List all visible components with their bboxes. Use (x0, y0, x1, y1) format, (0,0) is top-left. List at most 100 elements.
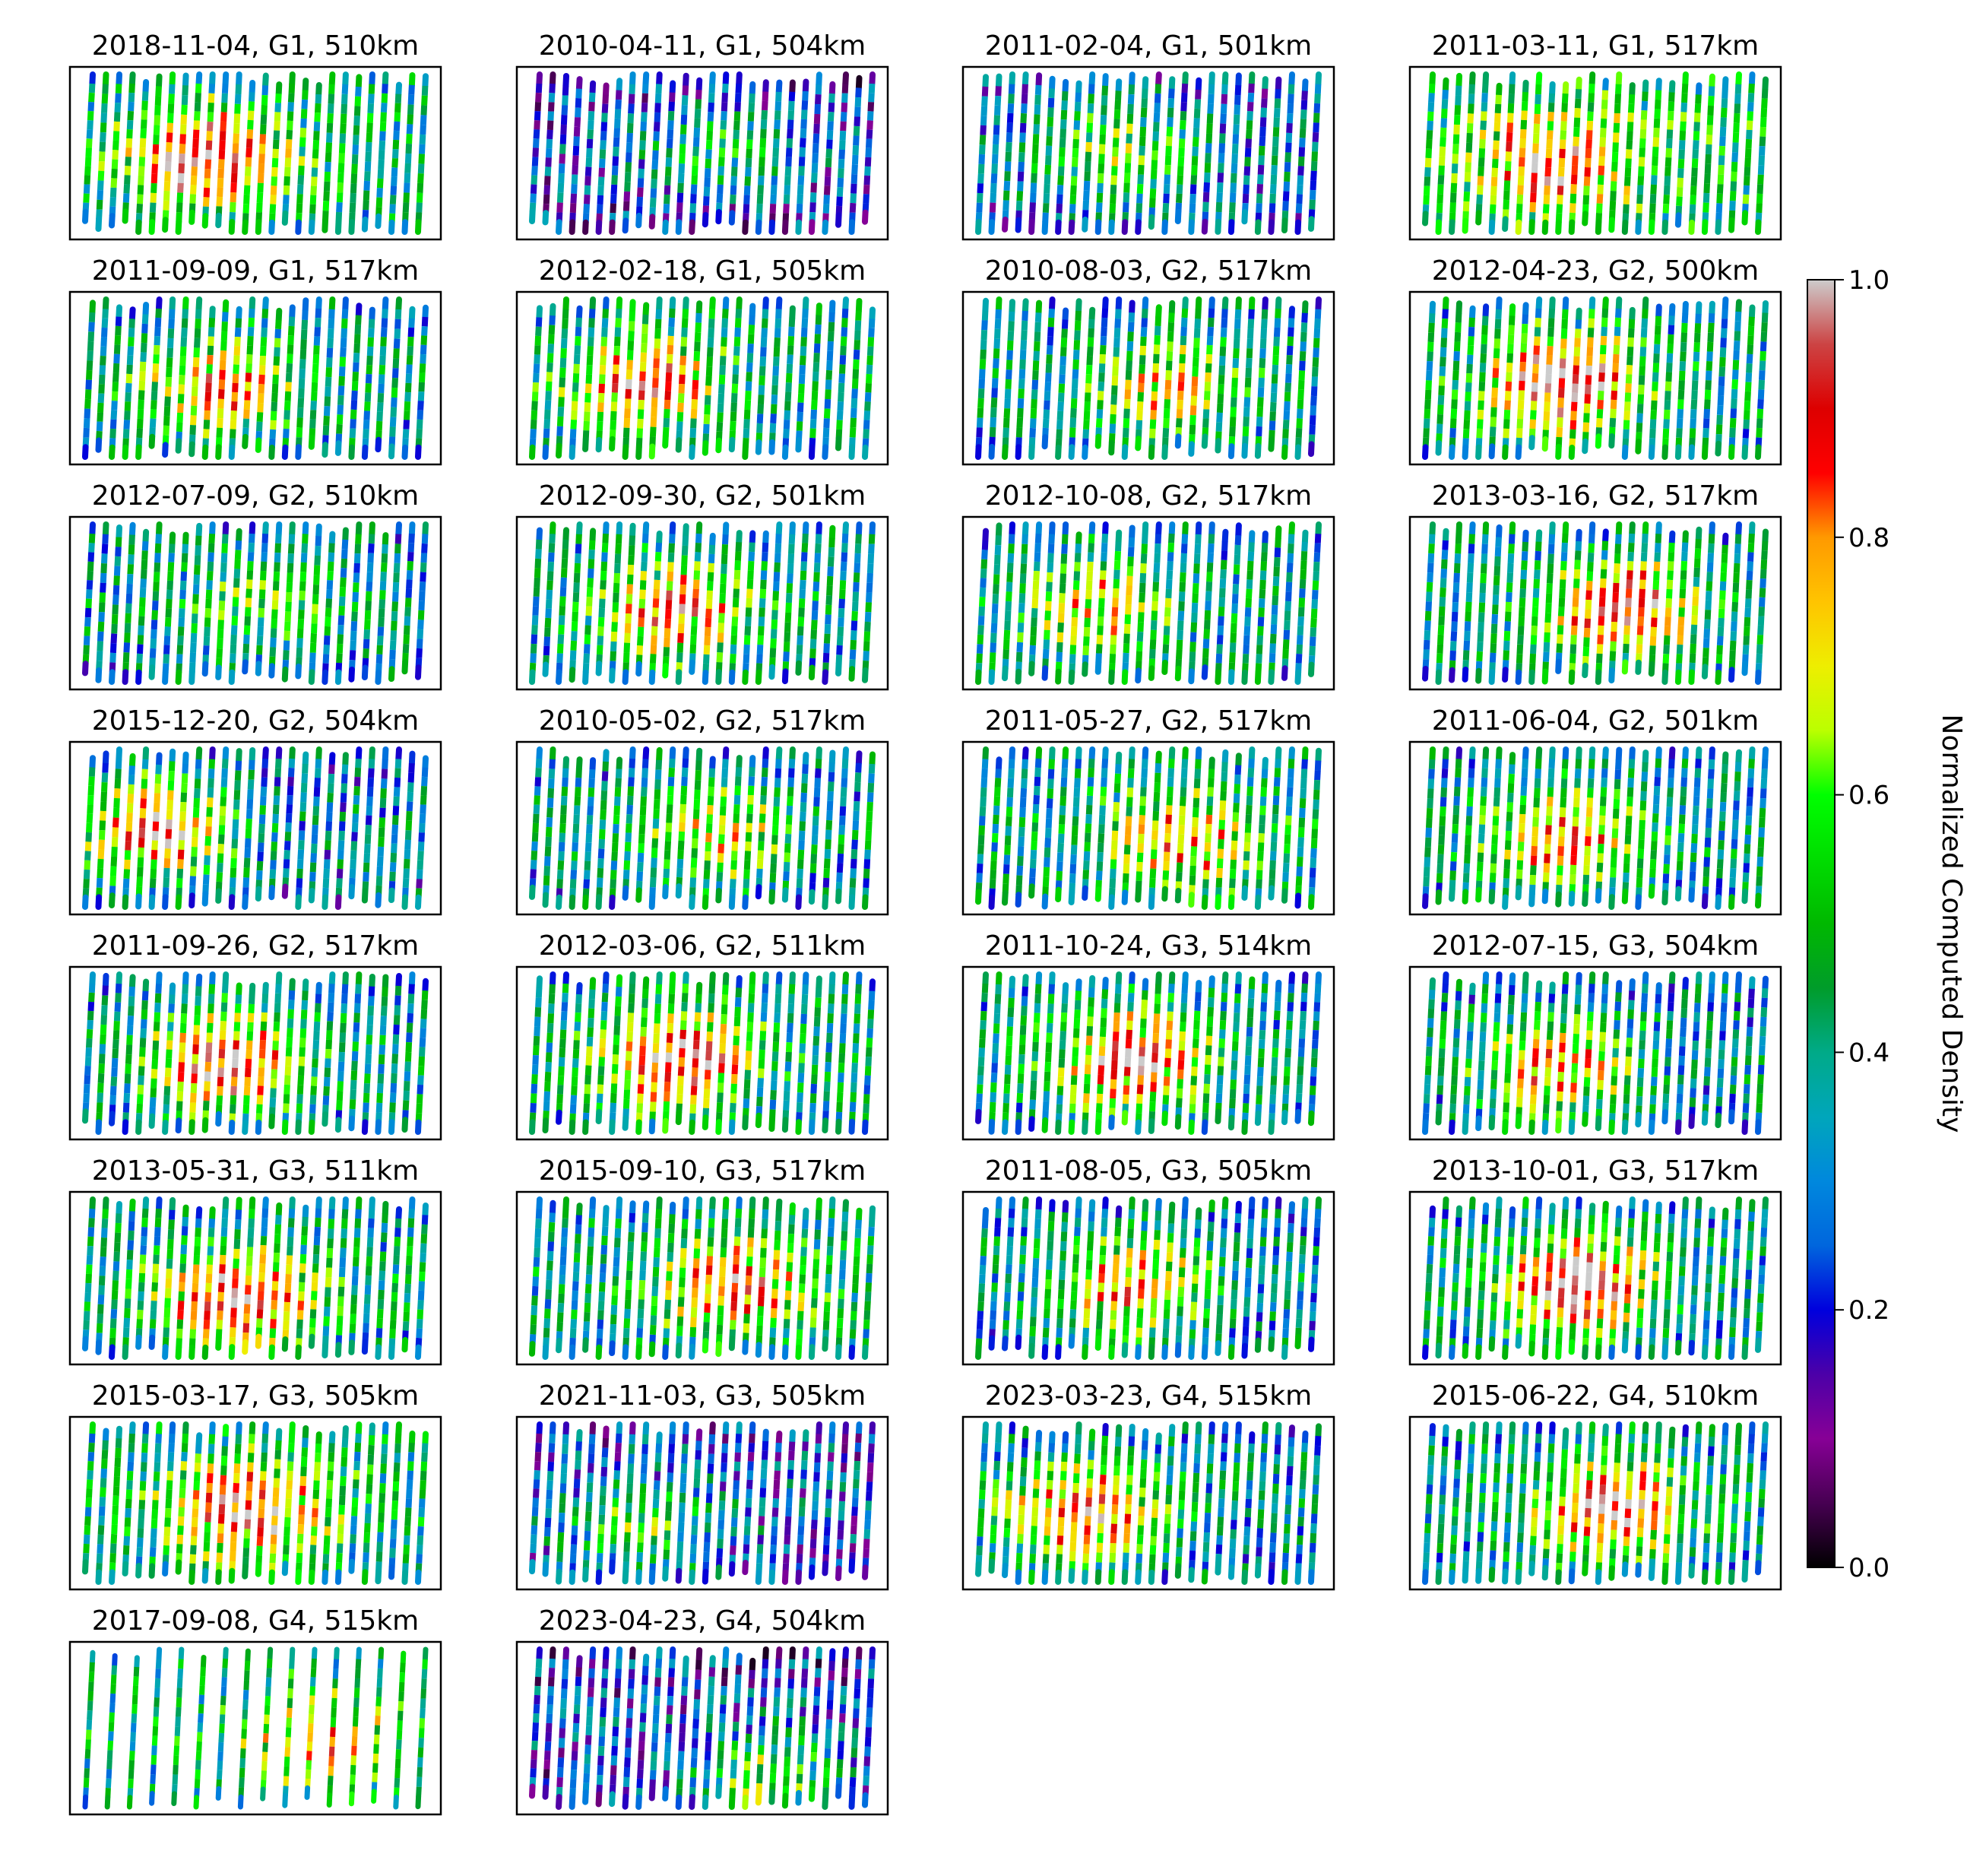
track-segment (722, 71, 730, 87)
track-segment (86, 369, 93, 380)
track-segment (742, 219, 749, 235)
track-segment (313, 345, 320, 355)
track-segment (1208, 317, 1215, 328)
track-segment (1046, 136, 1053, 146)
track-segment (1216, 635, 1224, 645)
track-segment (1519, 588, 1526, 598)
track-segment (1123, 192, 1130, 203)
track-segment (1467, 113, 1474, 124)
track-segment (1034, 331, 1041, 342)
track-segment (1636, 203, 1643, 214)
track-segment (614, 109, 622, 119)
track-segment (1205, 581, 1213, 591)
track-segment (1690, 176, 1698, 187)
track-segment (1642, 79, 1649, 95)
track-segment (153, 135, 160, 145)
track-segment (1273, 107, 1281, 118)
track-segment (336, 192, 344, 203)
track-segment (731, 157, 739, 167)
track-segment (535, 83, 543, 93)
track-segment (1232, 134, 1240, 144)
track-segment (868, 92, 875, 103)
track-segment (84, 616, 91, 627)
track-segment (310, 401, 317, 410)
track-segment (708, 84, 716, 93)
track-segment (1490, 633, 1497, 644)
track-segment (652, 378, 659, 388)
track-segment (1112, 138, 1120, 147)
track-segment (341, 84, 349, 95)
track-segment (1301, 90, 1308, 101)
track-segment (1453, 562, 1461, 574)
track-segment (415, 664, 422, 680)
track-segment (1069, 417, 1077, 428)
track-segment (695, 521, 703, 537)
track-segment (836, 645, 843, 655)
track-segment (1032, 144, 1039, 154)
track-segment (1465, 592, 1473, 603)
track-segment (836, 187, 844, 197)
track-segment (1235, 296, 1242, 312)
track-segment (1623, 401, 1631, 411)
track-segment (300, 109, 308, 119)
track-segment (649, 198, 657, 208)
track-segment (544, 617, 552, 628)
track-segment (978, 154, 985, 165)
track-segment (1650, 410, 1657, 420)
track-segment (748, 102, 755, 112)
track-segment (395, 521, 402, 537)
track-segment (138, 607, 146, 616)
track-segment (1692, 149, 1699, 159)
track-segment (1614, 326, 1621, 337)
track-segment (243, 400, 251, 410)
track-segment (692, 156, 699, 166)
track-segment (1188, 668, 1195, 685)
track-segment (125, 147, 132, 157)
track-segment (242, 418, 250, 428)
track-segment (851, 379, 859, 389)
track-segment (627, 113, 635, 124)
track-segment (1180, 335, 1187, 346)
track-segment (1584, 167, 1591, 177)
track-segment (641, 534, 649, 543)
track-segment (1044, 164, 1051, 175)
track-segment (262, 521, 269, 537)
track-segment (570, 193, 578, 204)
track-segment (1245, 597, 1252, 608)
track-segment (1030, 192, 1037, 203)
track-segment (255, 219, 262, 235)
track-segment (1259, 338, 1267, 349)
track-segment (866, 582, 873, 593)
track-segment (1481, 93, 1488, 103)
track-segment (624, 172, 632, 182)
track-segment (588, 101, 595, 112)
track-segment (1760, 107, 1768, 118)
track-segment (1734, 103, 1741, 114)
track-segment (1070, 185, 1077, 195)
track-segment (312, 354, 320, 364)
track-segment (1060, 347, 1067, 357)
track-segment (641, 112, 648, 122)
track-segment (1190, 175, 1198, 185)
track-segment (1441, 108, 1448, 119)
track-segment (258, 607, 265, 618)
track-segment (1547, 563, 1554, 574)
track-segment (1281, 217, 1288, 233)
track-segment (309, 419, 316, 429)
track-segment (797, 393, 805, 403)
track-segment (163, 181, 171, 192)
track-segment (82, 444, 89, 460)
track-segment (1153, 344, 1161, 355)
track-segment (1747, 102, 1754, 112)
track-segment (258, 598, 265, 609)
track-segment (611, 383, 619, 393)
track-segment (1705, 154, 1712, 164)
track-segment (863, 420, 870, 429)
track-segment (128, 306, 136, 322)
track-segment (864, 157, 872, 167)
track-segment (219, 369, 226, 380)
track-segment (1268, 669, 1275, 685)
track-segment (595, 661, 603, 677)
track-segment (1728, 217, 1735, 233)
track-segment (195, 309, 202, 319)
